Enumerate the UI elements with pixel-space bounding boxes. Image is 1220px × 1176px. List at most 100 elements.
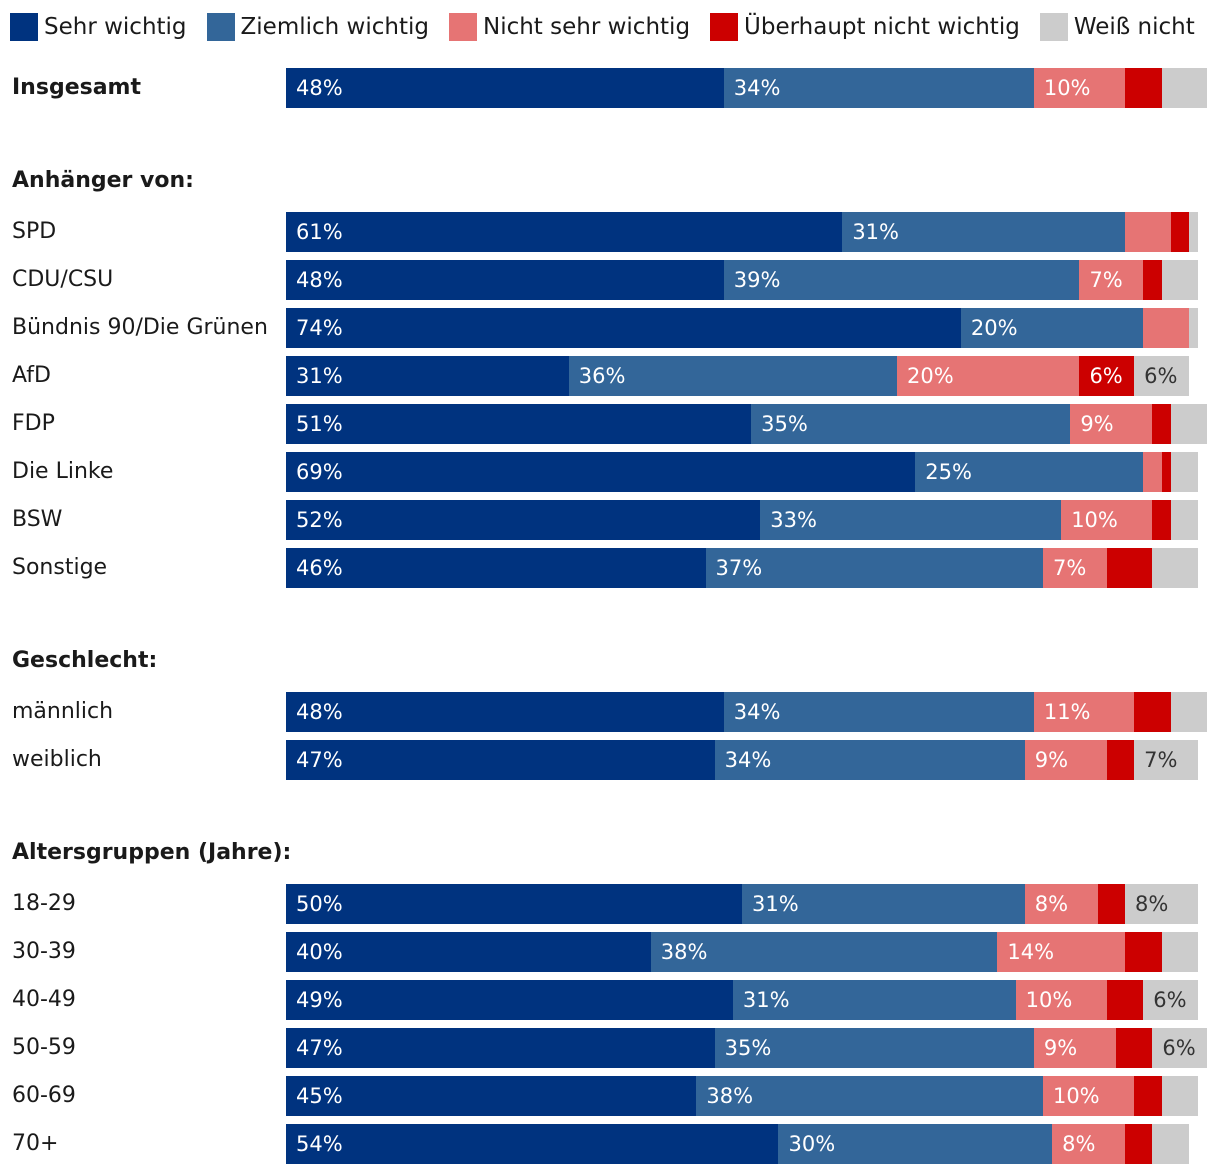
data-label: 31%: [742, 988, 790, 1012]
row-label: AfD: [12, 363, 51, 388]
data-label: 35%: [761, 412, 808, 436]
bar-segment: [1134, 692, 1171, 732]
row-label: 50-59: [12, 1035, 76, 1060]
data-label: 54%: [296, 1132, 343, 1156]
bar-row: 48% 34% 11%: [286, 692, 1208, 732]
data-label: 10%: [1071, 508, 1118, 532]
bar-segment: 61%: [286, 212, 843, 252]
bar-row: 47% 35% 9% 6%: [286, 1028, 1208, 1068]
bar-segment: 54%: [286, 1124, 779, 1164]
row-label: 18-29: [12, 891, 76, 916]
bar-segment: 49%: [286, 980, 733, 1020]
bar-segment: 8%: [1125, 884, 1198, 924]
row-label: Bündnis 90/Die Grünen: [12, 315, 268, 340]
legend-swatch: [710, 13, 739, 41]
row-label: CDU/CSU: [12, 267, 114, 292]
legend-item: Nicht sehr wichtig: [448, 13, 691, 41]
legend-swatch: [206, 13, 235, 41]
data-label: 52%: [296, 508, 343, 532]
row-label: 70+: [12, 1131, 59, 1156]
bar-segment: 50%: [286, 884, 742, 924]
data-label: 35%: [724, 1036, 772, 1060]
data-label: 6%: [1153, 988, 1187, 1012]
bar-segment: [1106, 548, 1153, 588]
bar-segment: 35%: [751, 404, 1071, 444]
bar-row: 74% 20%: [286, 308, 1198, 348]
legend-label: Nicht sehr wichtig: [482, 14, 691, 40]
data-label: 9%: [1043, 1036, 1078, 1060]
bar-segment: 10%: [1015, 980, 1107, 1020]
bar-row: 51% 35% 9%: [286, 404, 1208, 444]
data-label: 6%: [1144, 364, 1178, 388]
bar-segment: 25%: [915, 452, 1144, 492]
data-label: 31%: [852, 220, 899, 244]
legend-item: Sehr wichtig: [10, 13, 187, 41]
data-label: 49%: [296, 988, 343, 1012]
legend-label: Ziemlich wichtig: [240, 14, 429, 40]
bar-segment: 14%: [997, 932, 1126, 972]
bar-segment: [1152, 404, 1171, 444]
bar-segment: 9%: [1070, 404, 1153, 444]
row-label: 40-49: [12, 987, 76, 1012]
bar-segment: 6%: [1134, 356, 1189, 396]
bar-segment: [1170, 212, 1189, 252]
data-label: 46%: [296, 556, 343, 580]
data-label: 38%: [706, 1084, 754, 1108]
bar-segment: 52%: [286, 500, 761, 540]
data-label: 39%: [733, 268, 781, 292]
bar-segment: [1170, 692, 1208, 732]
data-label: 20%: [907, 364, 954, 388]
bar-segment: [1161, 260, 1198, 300]
data-label: 10%: [1025, 988, 1073, 1012]
data-label: 48%: [296, 700, 343, 724]
data-label: 25%: [925, 460, 972, 484]
bar-row: 40% 38% 14%: [286, 932, 1198, 972]
row-label: BSW: [12, 507, 63, 532]
bar-segment: 9%: [1033, 1028, 1116, 1068]
data-label: 61%: [296, 220, 343, 244]
bar-segment: 35%: [714, 1028, 1034, 1068]
data-label: 6%: [1089, 364, 1123, 388]
bar-segment: 30%: [778, 1124, 1053, 1164]
bar-row: 50% 31% 8% 8%: [286, 884, 1198, 924]
bar-segment: 31%: [732, 980, 1016, 1020]
bar-segment: [1188, 212, 1198, 252]
data-label: 10%: [1043, 76, 1091, 100]
data-label: 50%: [296, 892, 343, 916]
bar-segment: 45%: [286, 1076, 697, 1116]
bar-segment: 31%: [742, 884, 1025, 924]
bar-segment: 6%: [1079, 356, 1135, 396]
bar-row: 61% 31%: [286, 212, 1198, 252]
bar-segment: 33%: [760, 500, 1062, 540]
bar-segment: [1125, 1124, 1153, 1164]
data-label: 7%: [1089, 268, 1123, 292]
bar-segment: 48%: [286, 260, 724, 300]
bar-segment: [1125, 68, 1162, 108]
legend-item: Ziemlich wichtig: [206, 13, 429, 41]
data-label: 34%: [733, 76, 781, 100]
bar-row: 49% 31% 10% 6%: [286, 980, 1198, 1020]
legend-label: Weiß nicht: [1073, 14, 1195, 40]
row-label: 60-69: [12, 1083, 76, 1108]
bar-segment: [1143, 260, 1162, 300]
data-label: 38%: [660, 940, 708, 964]
bar-segment: 38%: [650, 932, 998, 972]
bar-segment: [1143, 452, 1162, 492]
data-label: 34%: [733, 700, 781, 724]
legend-item: Überhaupt nicht wichtig: [710, 13, 1020, 41]
data-label: 47%: [296, 748, 343, 772]
bar-segment: [1161, 932, 1198, 972]
data-label: 6%: [1162, 1036, 1196, 1060]
bar-row: 52% 33% 10%: [286, 500, 1198, 540]
row-label: männlich: [12, 699, 114, 724]
data-label: 37%: [715, 556, 763, 580]
data-label: 48%: [296, 76, 343, 100]
bar-segment: 37%: [705, 548, 1043, 588]
bar-segment: 51%: [286, 404, 752, 444]
data-label: 8%: [1135, 892, 1169, 916]
data-label: 48%: [296, 268, 343, 292]
bar-segment: 34%: [723, 692, 1034, 732]
bar-segment: 47%: [286, 1028, 715, 1068]
data-label: 45%: [296, 1084, 343, 1108]
